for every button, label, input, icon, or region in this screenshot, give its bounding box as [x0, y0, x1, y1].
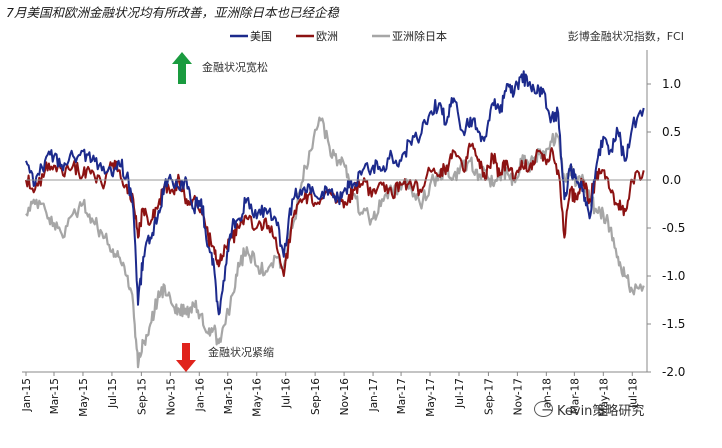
watermark-text: Kevin策略研究 — [557, 404, 645, 419]
x-tick-label: May-17 — [425, 378, 437, 417]
x-tick-label: Jan-15 — [21, 378, 33, 412]
x-tick-label: Sep-15 — [136, 378, 148, 415]
series-layer — [25, 70, 645, 369]
x-tick-label: May-15 — [78, 378, 90, 417]
x-tick-label: Sep-17 — [483, 378, 495, 415]
down-arrow-icon — [176, 343, 196, 372]
annotation-tightening: 金融状况紧缩 — [208, 345, 274, 359]
legend-label: 欧洲 — [316, 30, 338, 43]
x-tick-label: Mar-16 — [223, 378, 235, 415]
legend: 美国 欧洲 亚洲除日本 — [230, 29, 447, 43]
y-tick-label: -1.5 — [662, 317, 685, 331]
x-tick-label: Jan-16 — [194, 378, 206, 413]
y-tick-label: 1.0 — [662, 77, 681, 91]
x-tick-label: Mar-17 — [396, 378, 408, 414]
wechat-icon — [534, 401, 553, 417]
chart-title: 7月美国和欧洲金融状况均有所改善，亚洲除日本也已经企稳 — [6, 5, 339, 20]
x-tick-label: Sep-16 — [310, 378, 322, 415]
up-arrow-icon — [172, 52, 192, 84]
y-axis-title: 彭博金融状况指数，FCI — [568, 29, 684, 43]
axis-layer: 1.0 0.5 0.0 -0.5 -1.0 -1.5 -2.0 Jan-15 Mar-15 May… — [21, 29, 685, 417]
y-tick-label: -1.0 — [662, 269, 685, 283]
x-tick-label: Nov-16 — [339, 378, 351, 416]
x-tick-label: Jul-16 — [281, 378, 293, 409]
y-tick-label: 0.0 — [662, 173, 681, 187]
x-tick-label: Jan-17 — [368, 378, 380, 412]
annotation-easing: 金融状况宽松 — [202, 60, 268, 74]
x-tick-label: Nov-17 — [512, 378, 524, 415]
x-tick-label: Jul-18 — [627, 378, 639, 409]
y-tick-label: 0.5 — [662, 125, 681, 139]
series-line-0 — [25, 70, 645, 316]
x-tick-label: May-16 — [252, 378, 264, 417]
y-tick-label: -0.5 — [662, 221, 685, 235]
watermark: Kevin策略研究 — [534, 400, 644, 419]
series-line-2 — [25, 116, 645, 369]
y-tick-label: -2.0 — [662, 365, 685, 379]
legend-label: 美国 — [250, 30, 272, 43]
x-tick-label: Jul-15 — [107, 378, 119, 409]
legend-label: 亚洲除日本 — [392, 29, 447, 43]
x-tick-label: May-18 — [598, 378, 610, 417]
x-tick-label: Jul-17 — [454, 378, 466, 409]
x-tick-label: Mar-15 — [49, 378, 61, 414]
x-tick-label: Nov-15 — [165, 378, 177, 415]
x-tick-label: Mar-18 — [569, 378, 581, 414]
